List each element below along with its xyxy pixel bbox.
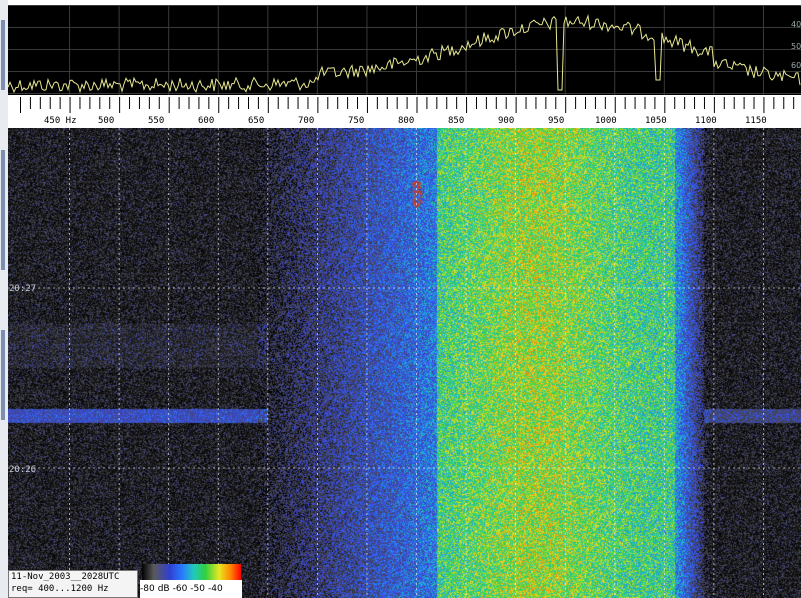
tick-label-900: 900 [498,116,514,126]
colorbar-label-min: -80 [140,584,155,594]
tick-label-1050: 1050 [645,116,667,126]
colorbar-label-unit: dB [157,584,170,594]
tick-label-700: 700 [298,116,314,126]
tick-label-1150: 1150 [745,116,767,126]
capture-date: 11-Nov_2003__2028UTC [11,572,120,582]
tick-label-950: 950 [548,116,564,126]
frequency-ruler: 450 Hz 500 550 600 650 700 750 800 850 9… [20,97,795,126]
tick-label-850: 850 [448,116,464,126]
level-label-40: 40 [791,20,801,29]
spectrum-trace [8,14,801,94]
color-scale-legend: -80 dB -60 -50 -40 [140,564,242,598]
tick-label-500: 500 [98,116,114,126]
tick-label-550: 550 [148,116,164,126]
frequency-range: req= 400...1200 Hz [11,584,109,594]
tick-label-1000: 1000 [595,116,617,126]
tick-label-650: 650 [248,116,264,126]
spectrum-plot: 40 50 60 [8,5,801,95]
left-window-edge [0,0,8,598]
tick-label-1100: 1100 [695,116,717,126]
tick-label-600: 600 [198,116,214,126]
colorbar-label-40: -40 [208,584,223,594]
waterfall-grid [8,128,801,598]
tick-label-800: 800 [398,116,414,126]
colorbar-label-60: -60 [172,584,188,594]
level-label-60: 60 [791,61,801,70]
color-scale-labels: -80 dB -60 -50 -40 [140,580,242,598]
time-label-2027: 20:27 [9,284,37,294]
waterfall-display[interactable]: 20:27 20:26 [8,128,801,598]
level-label-50: 50 [791,42,801,51]
colorbar-label-50: -50 [190,584,205,594]
time-label-2026: 20:26 [9,465,37,475]
spectrum-display[interactable]: 40 50 60 [8,5,801,95]
frequency-scale: 450 Hz 500 550 600 650 700 750 800 850 9… [8,95,801,128]
capture-info-box: 11-Nov_2003__2028UTC req= 400...1200 Hz [8,570,138,598]
tick-label-450: 450 Hz [44,116,77,126]
tick-label-750: 750 [348,116,364,126]
color-scale-gradient [142,564,241,580]
waterfall-image [8,128,801,598]
